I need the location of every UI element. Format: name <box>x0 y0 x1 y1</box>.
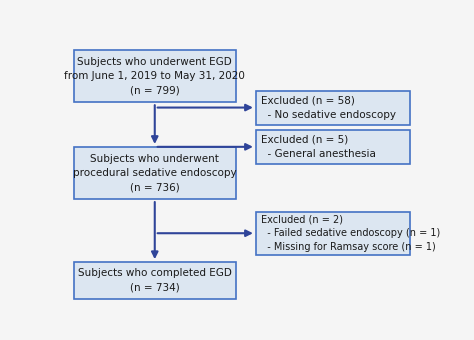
Text: Excluded (n = 5)
  - General anesthesia: Excluded (n = 5) - General anesthesia <box>261 135 376 159</box>
FancyBboxPatch shape <box>74 147 236 199</box>
Text: Subjects who underwent
procedural sedative endoscopy
(n = 736): Subjects who underwent procedural sedati… <box>73 154 237 192</box>
Text: Subjects who underwent EGD
from June 1, 2019 to May 31, 2020
(n = 799): Subjects who underwent EGD from June 1, … <box>64 57 245 95</box>
Text: Subjects who completed EGD
(n = 734): Subjects who completed EGD (n = 734) <box>78 268 232 292</box>
FancyBboxPatch shape <box>256 90 410 124</box>
Text: Excluded (n = 58)
  - No sedative endoscopy: Excluded (n = 58) - No sedative endoscop… <box>261 96 396 120</box>
FancyBboxPatch shape <box>256 211 410 255</box>
FancyBboxPatch shape <box>256 130 410 164</box>
FancyBboxPatch shape <box>74 50 236 102</box>
FancyBboxPatch shape <box>74 262 236 299</box>
Text: Excluded (n = 2)
  - Failed sedative endoscopy (n = 1)
  - Missing for Ramsay sc: Excluded (n = 2) - Failed sedative endos… <box>261 214 440 252</box>
